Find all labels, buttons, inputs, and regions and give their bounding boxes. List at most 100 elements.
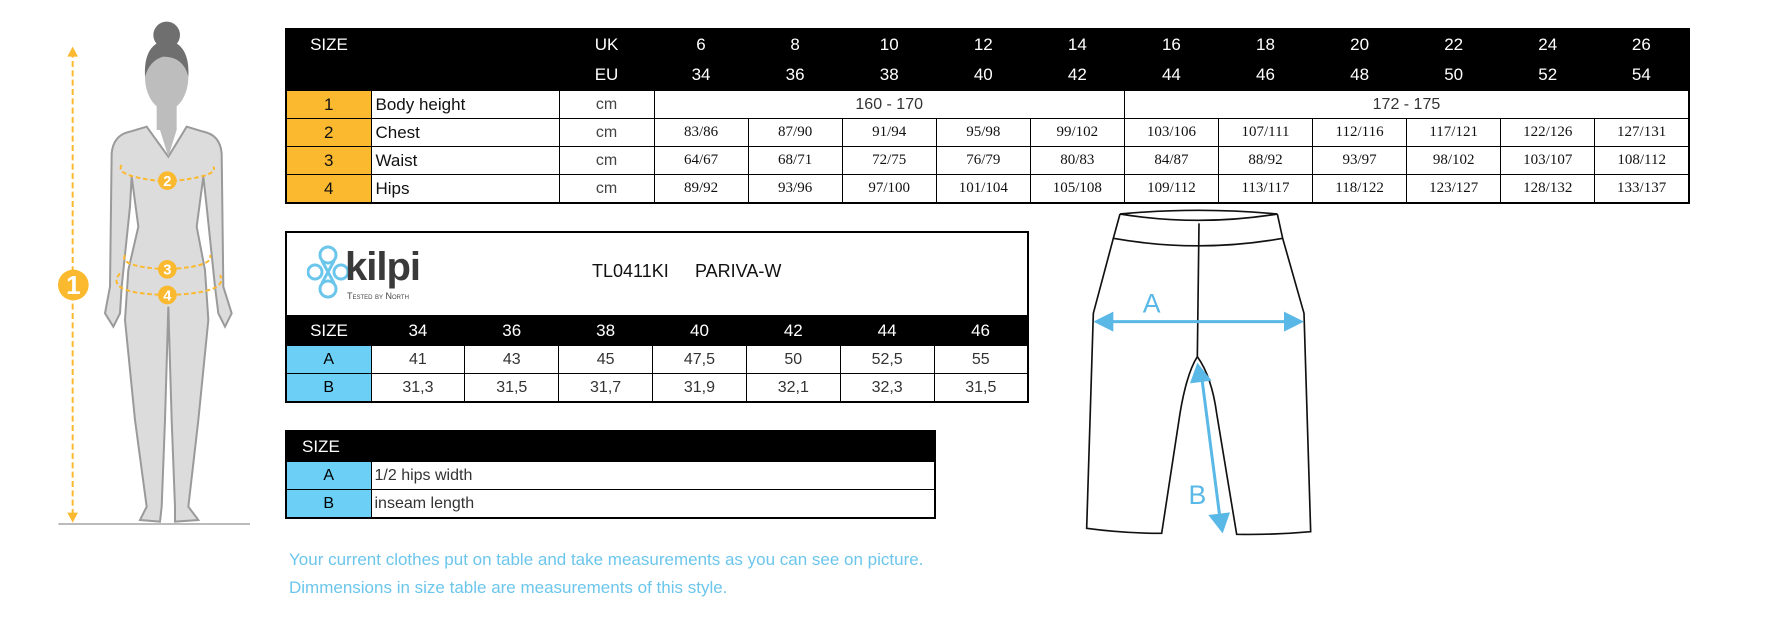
eu-size: 52	[1500, 60, 1595, 91]
size: 34	[371, 315, 465, 346]
measurement-cell: 31,3	[370, 373, 466, 403]
row-number: 1	[285, 90, 372, 119]
product-size-table: kilpi Tested by North TL0411KI PARIVA-W …	[285, 231, 1029, 403]
uk-size: 12	[936, 29, 1031, 60]
eu-size: 38	[842, 60, 937, 91]
measurement-cell: 32,1	[745, 373, 841, 403]
legend-row-a: A 1/2 hips width	[285, 461, 936, 490]
measurement-cell: 88/92	[1217, 146, 1314, 175]
size: 40	[652, 315, 747, 346]
row-label: Body height	[370, 90, 560, 119]
marker-1: 1	[66, 270, 80, 300]
measurement-cell: 133/137	[1594, 174, 1690, 204]
uk-size: 20	[1312, 29, 1407, 60]
eu-size: 36	[748, 60, 843, 91]
measurement-cell: 50	[745, 345, 841, 374]
measurement-cell: 112/116	[1312, 118, 1408, 147]
measurement-cell: 97/100	[841, 174, 937, 204]
size: 44	[840, 315, 935, 346]
measurement-cell: 32,3	[839, 373, 935, 403]
eu-label: EU	[559, 60, 654, 91]
legend-key: A	[285, 461, 372, 490]
eu-size-row: EU 34 36 38 40 42 44 46 48 50 52 54	[286, 60, 1689, 91]
size: 42	[746, 315, 841, 346]
row-number: 4	[285, 174, 372, 204]
measurement-cell: 31,7	[558, 373, 654, 403]
eu-size: 54	[1594, 60, 1689, 91]
measurement-cell: 95/98	[935, 118, 1031, 147]
instruction-note: Dimmensions in size table are measuremen…	[289, 578, 728, 597]
measurement-cell: 128/132	[1500, 174, 1596, 204]
product-size-header: SIZE 34 36 38 40 42 44 46	[286, 315, 1028, 346]
measurement-cell: 109/112	[1123, 174, 1219, 204]
measurement-cell: 68/71	[747, 146, 843, 175]
legend-key: B	[285, 489, 372, 519]
row-label: Hips	[370, 174, 560, 204]
uk-size: 16	[1124, 29, 1219, 60]
measurement-cell: 127/131	[1594, 118, 1690, 147]
height-range: 172 - 175	[1123, 90, 1690, 119]
measurement-cell: 87/90	[747, 118, 843, 147]
legend-row-b: B inseam length	[285, 489, 936, 519]
row-unit: cm	[558, 118, 655, 147]
row-unit: cm	[558, 146, 655, 175]
size-label: SIZE	[286, 315, 371, 346]
measurement-cell: 52,5	[839, 345, 935, 374]
measurement-cell: 47,5	[652, 345, 747, 374]
measure-label-a: A	[1143, 289, 1161, 319]
uk-size-row: SIZE UK 6 8 10 12 14 16 18 20 22 24 26	[286, 29, 1689, 60]
product-code: TL0411KI	[592, 261, 669, 281]
legend-text: 1/2 hips width	[370, 461, 936, 490]
measurement-cell: 93/96	[747, 174, 843, 204]
marker-2: 2	[163, 174, 171, 190]
table-row-body-height: 1 Body height cm 160 - 170 172 - 175	[285, 90, 1690, 119]
measurement-cell: 123/127	[1406, 174, 1502, 204]
marker-3: 3	[163, 263, 171, 279]
row-number: 2	[285, 118, 372, 147]
measurement-markers: 1 2 3 4	[58, 171, 177, 305]
table-row-b: B 31,3 31,5 31,7 31,9 32,1 32,3 31,5	[285, 373, 1029, 403]
measurement-cell: 118/122	[1312, 174, 1408, 204]
eu-size: 34	[654, 60, 749, 91]
measurement-cell: 122/126	[1500, 118, 1596, 147]
measurement-cell: 117/121	[1406, 118, 1502, 147]
shorts-measurement-diagram: A B	[1085, 209, 1312, 536]
row-number: 3	[285, 146, 372, 175]
measurement-cell: 84/87	[1123, 146, 1219, 175]
measurement-cell: 89/92	[653, 174, 749, 204]
measure-label-b: B	[1188, 480, 1206, 510]
uk-size: 8	[748, 29, 843, 60]
uk-label: UK	[559, 29, 654, 60]
legend-text: inseam length	[370, 489, 936, 519]
measurement-cell: 55	[933, 345, 1029, 374]
measurement-cell: 103/107	[1500, 146, 1596, 175]
measurement-cell: 107/111	[1217, 118, 1314, 147]
marker-4: 4	[163, 288, 172, 304]
row-label: Waist	[370, 146, 560, 175]
eu-size: 42	[1030, 60, 1125, 91]
measurement-cell: 41	[370, 345, 466, 374]
row-key: B	[285, 373, 372, 403]
measurement-cell: 45	[558, 345, 654, 374]
measurement-cell: 31,9	[652, 373, 747, 403]
measurement-cell: 99/102	[1029, 118, 1125, 147]
row-unit: cm	[558, 174, 655, 204]
uk-size: 26	[1594, 29, 1689, 60]
eu-size: 48	[1312, 60, 1407, 91]
size: 36	[464, 315, 559, 346]
body-size-table: SIZE UK 6 8 10 12 14 16 18 20 22 24 26 E…	[285, 28, 1690, 204]
uk-size: 22	[1406, 29, 1501, 60]
table-row-hips: 4 Hips cm 89/92 93/96 97/100 101/104 105/108 1…	[285, 174, 1690, 204]
measurement-cell: 98/102	[1406, 146, 1502, 175]
product-model: PARIVA-W	[695, 261, 782, 281]
measurement-cell: 76/79	[935, 146, 1031, 175]
uk-size: 10	[842, 29, 937, 60]
measurement-cell: 91/94	[841, 118, 937, 147]
eu-size: 50	[1406, 60, 1501, 91]
size: 46	[934, 315, 1028, 346]
uk-size: 24	[1500, 29, 1595, 60]
uk-size: 6	[654, 29, 749, 60]
measurement-cell: 31,5	[464, 373, 560, 403]
measurement-cell: 83/86	[653, 118, 749, 147]
measurement-legend-table: SIZE A 1/2 hips width B inseam length	[285, 430, 936, 519]
